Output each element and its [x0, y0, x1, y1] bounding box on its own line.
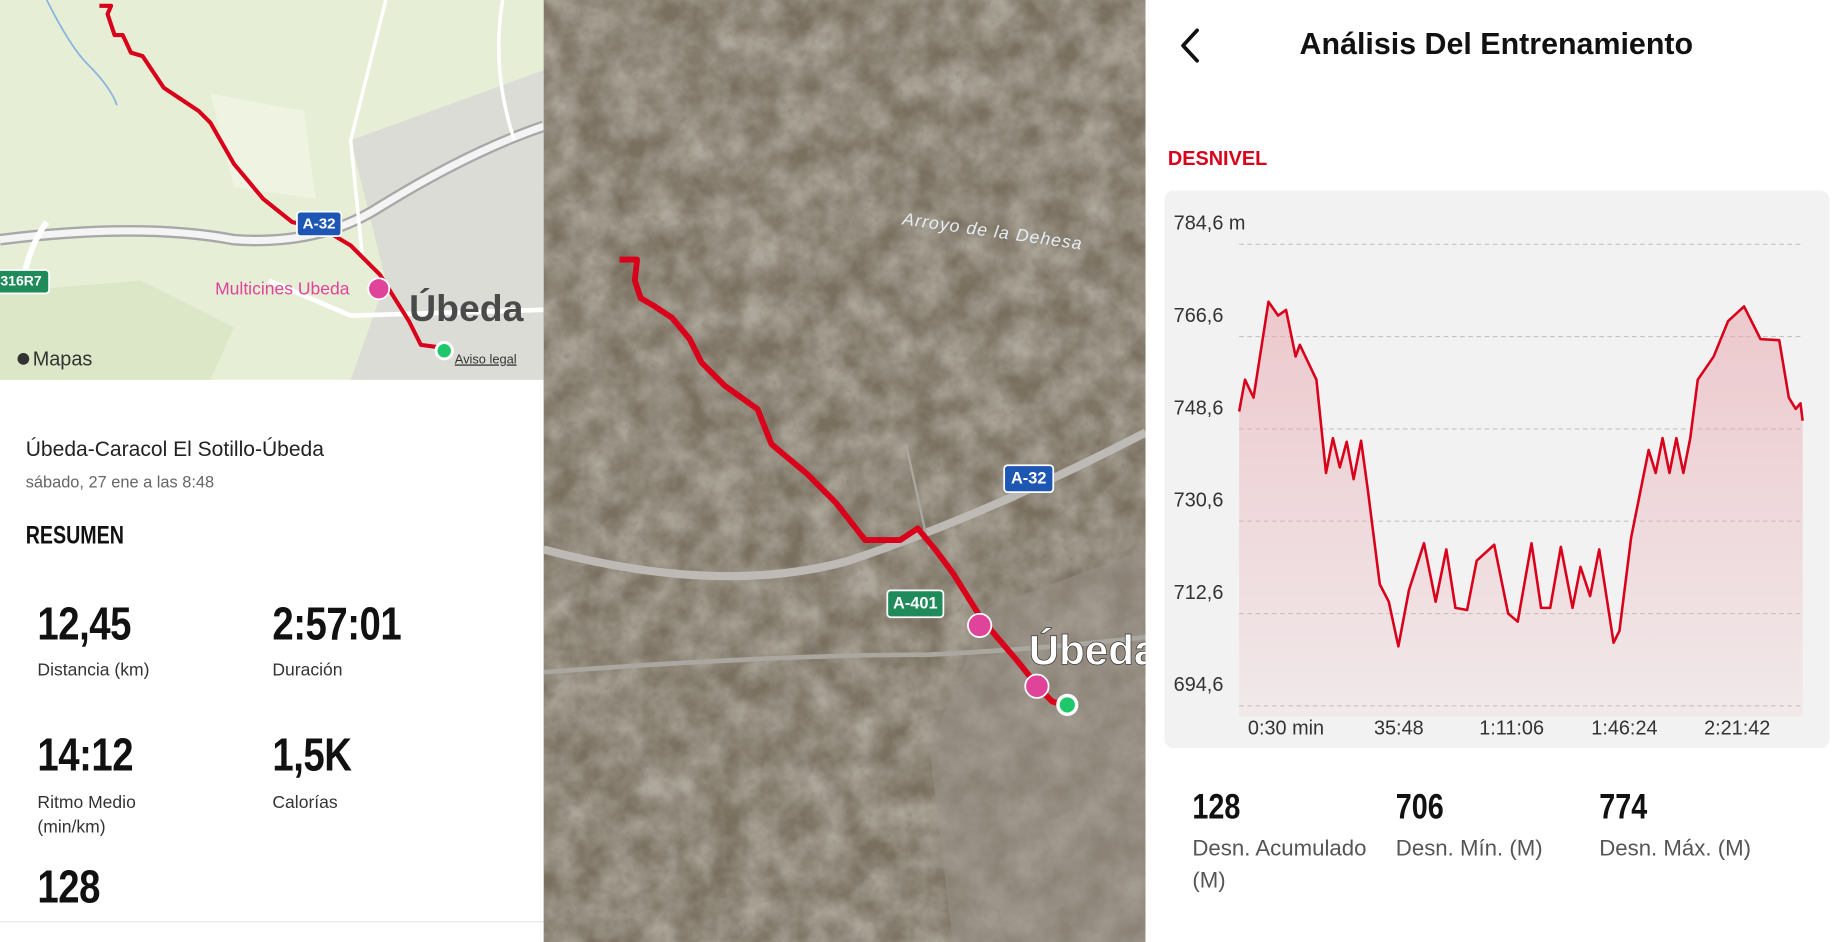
stat-value: 774 [1599, 787, 1648, 827]
road-shield: A-401 [893, 595, 938, 613]
satellite-map[interactable]: Arroyo de la Dehesa A-32 A-401 Úbeda [543, 0, 1146, 942]
legal-link[interactable]: Aviso legal [455, 351, 517, 366]
satellite-panel: Arroyo de la Dehesa A-32 A-401 Úbeda [543, 0, 1146, 942]
left-panel: A-32 316R7 Multicines Ubeda Úbeda Mapas … [0, 0, 544, 942]
y-tick-label: 694,6 [1174, 674, 1224, 696]
x-tick-label: 1:46:24 [1591, 718, 1657, 740]
elevation-area [1239, 301, 1803, 717]
x-tick-label: 35:48 [1374, 718, 1424, 740]
back-button[interactable] [1175, 23, 1210, 70]
road-shield: 316R7 [0, 272, 42, 288]
stat-value: 12,45 [37, 598, 131, 650]
elevation-line [1237, 300, 1804, 648]
section-title: DESNIVEL [1167, 147, 1268, 170]
x-tick-label: 1:11:06 [1479, 718, 1544, 740]
stat-label: Desn. Acumulado (M) [1192, 837, 1367, 894]
y-tick-label: 748,6 [1174, 397, 1224, 419]
road-shield: A-32 [303, 215, 336, 232]
activity-date: sábado, 27 ene a las 8:48 [25, 472, 215, 491]
city-label: Úbeda [1029, 626, 1146, 674]
stat-value: 128 [37, 861, 100, 913]
stat-value: 706 [1395, 787, 1444, 827]
stat-value: 1,5K [272, 729, 352, 781]
y-tick-label: 730,6 [1174, 490, 1224, 512]
activity-title: Úbeda-Caracol El Sotillo-Úbeda [25, 437, 324, 461]
stat-label: Calorías [272, 792, 338, 813]
stat-value: 14:12 [37, 729, 134, 781]
stat-label: Duración [272, 660, 343, 681]
road-shield: A-32 [1011, 470, 1046, 488]
stat-label: Desn. Mín. (M) [1395, 837, 1543, 862]
y-tick-label: 766,6 [1174, 305, 1224, 327]
elevation-chart: 694,6 712,6 730,6 748,6 766,6 784,6 m 0:30 min… [1164, 190, 1830, 749]
y-tick-label: 784,6 m [1174, 213, 1246, 235]
divider [0, 921, 544, 923]
city-label: Úbeda [409, 287, 524, 329]
x-tick-label: 2:21:42 [1704, 718, 1770, 740]
section-title: RESUMEN [25, 522, 124, 550]
stat-label: Ritmo Medio (min/km) [37, 792, 136, 838]
stat-label: Desn. Máx. (M) [1599, 837, 1752, 862]
poi-label: Multicines Ubeda [215, 279, 350, 299]
stat-value: 2:57:01 [272, 598, 402, 650]
stat-value: 128 [1192, 787, 1241, 827]
y-tick-label: 712,6 [1174, 582, 1224, 604]
x-tick-label: 0:30 min [1248, 718, 1324, 740]
map-attribution: Mapas [33, 348, 93, 370]
stat-label: Distancia (km) [37, 660, 150, 681]
page-title: Análisis Del Entrenamiento [1299, 25, 1694, 61]
street-map[interactable]: A-32 316R7 Multicines Ubeda Úbeda Mapas … [0, 0, 544, 380]
